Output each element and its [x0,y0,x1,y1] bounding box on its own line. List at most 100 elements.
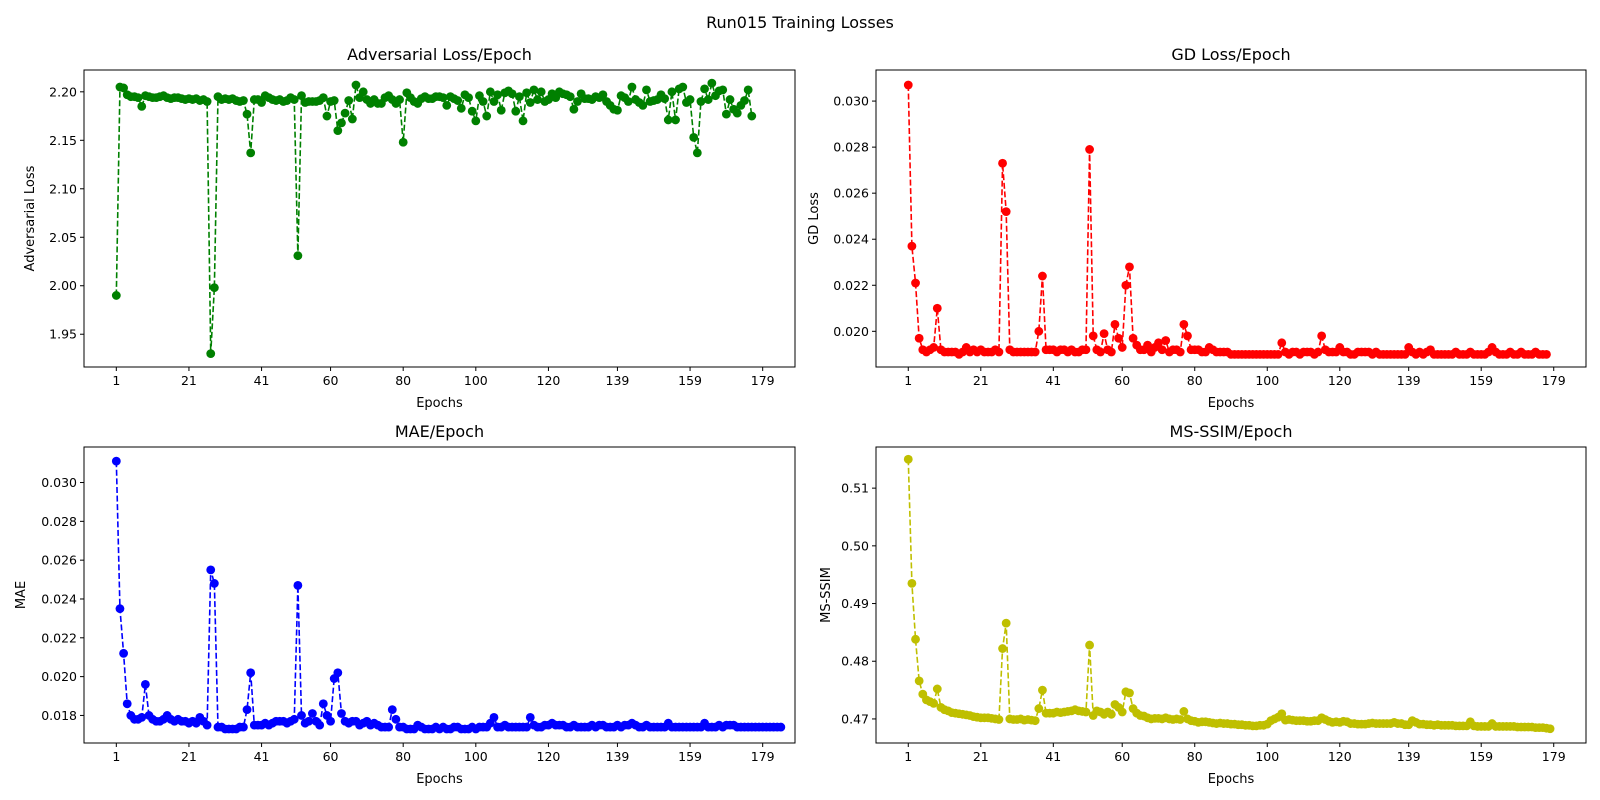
data-point [747,111,757,121]
y-tick-label: 0.030 [833,94,869,109]
data-point [929,343,939,352]
data-point [678,82,688,92]
y-tick-label: 2.05 [49,230,77,245]
data-point [929,698,939,708]
x-tick-label: 139 [606,373,630,388]
x-axis-label: Epochs [1208,396,1255,411]
data-point [1081,345,1091,355]
x-tick-label: 120 [1328,373,1352,388]
data-point [638,100,648,110]
data-point [1125,688,1134,698]
data-point [119,83,128,93]
data-point [1001,618,1011,628]
series-line [115,461,781,730]
y-tick-label: 0.020 [833,324,869,339]
data-point [1542,349,1551,359]
data-point [660,94,670,103]
data-point [1030,347,1040,357]
data-point [613,105,622,115]
data-point [1085,640,1094,650]
data-point [533,95,542,104]
x-tick-label: 80 [1187,749,1203,764]
series-line [115,82,753,354]
data-point [297,91,306,101]
data-point [137,101,147,111]
data-point [1117,343,1127,352]
x-tick-label: 60 [1114,373,1130,388]
y-tick-label: 0.028 [833,140,869,155]
data-point [315,720,325,730]
data-point [337,118,346,128]
data-point [140,679,150,689]
x-tick-label: 21 [181,749,197,764]
x-tick-label: 100 [464,749,488,764]
data-point [297,711,306,720]
y-tick-label: 2.00 [49,278,77,293]
y-tick-label: 0.020 [41,669,77,684]
x-tick-label: 159 [678,749,702,764]
data-point [703,95,713,104]
data-point [242,109,252,119]
data-point [1179,707,1189,716]
panel-title: MS-SSIM/Epoch [1170,422,1293,441]
data-point [1143,340,1152,350]
x-tick-label: 41 [254,373,270,388]
data-point [326,716,335,726]
x-tick-label: 80 [395,749,411,764]
y-tick-label: 0.022 [833,278,869,293]
data-point [1154,338,1163,348]
data-point [1096,347,1105,357]
panel-title: Adversarial Loss/Epoch [347,45,532,64]
data-point [344,96,354,105]
y-tick-label: 0.50 [841,538,869,553]
data-point [1034,326,1044,336]
data-point [206,349,216,359]
data-point [1277,338,1287,348]
data-point [1085,145,1094,154]
x-tick-label: 120 [537,749,561,764]
panel-title: MAE/Epoch [395,422,484,441]
data-point [1157,345,1167,355]
data-point [623,97,633,106]
data-point [536,87,546,97]
data-point [111,456,121,466]
x-axis-label: Epochs [416,396,463,411]
x-tick-label: 179 [751,749,775,764]
data-point [903,80,913,90]
data-point [522,88,532,98]
data-point [1038,685,1047,695]
y-axis-label: MS-SSIM [819,567,834,623]
data-point [1034,704,1044,713]
y-tick-label: 0.024 [833,232,869,247]
data-point [496,105,506,115]
data-point [340,108,350,118]
data-point [1545,724,1555,734]
y-tick-label: 0.026 [41,553,77,568]
data-point [663,115,673,125]
data-point [242,705,252,715]
data-point [1001,207,1011,216]
y-tick-label: 1.95 [49,327,77,342]
data-point [522,722,532,732]
data-point [529,85,539,95]
y-tick-label: 2.10 [49,181,77,196]
data-point [467,106,477,116]
x-tick-label: 60 [1114,749,1130,764]
data-point [525,98,535,107]
data-point [776,722,786,732]
data-point [998,644,1007,653]
data-point [573,97,582,106]
x-tick-label: 60 [323,373,339,388]
data-point [700,84,709,94]
data-point [289,95,299,104]
data-point [202,97,212,106]
data-point [471,116,481,126]
data-point [907,578,917,588]
data-point [903,454,913,464]
y-axis-label: Adversarial Loss [23,165,38,271]
data-point [914,676,924,686]
x-tick-label: 100 [464,373,488,388]
x-tick-label: 1 [904,373,912,388]
x-tick-label: 41 [254,749,270,764]
data-point [442,100,452,110]
